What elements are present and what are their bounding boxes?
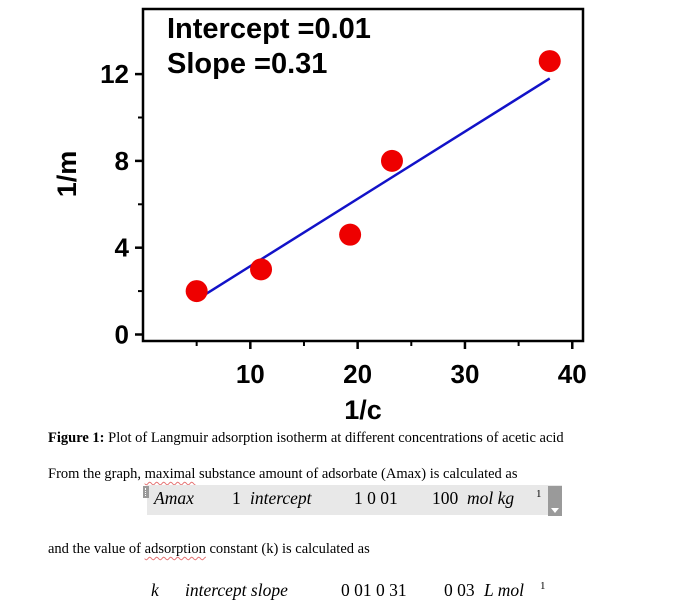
data-point xyxy=(538,50,561,73)
y-tick-label: 8 xyxy=(115,146,129,176)
data-point xyxy=(339,223,362,246)
equation-box[interactable] xyxy=(147,485,562,515)
data-point xyxy=(250,258,273,281)
eq1-one: 1 xyxy=(232,488,241,508)
eq2-lhs: k xyxy=(151,580,159,600)
eq2-term: intercept slope xyxy=(185,580,288,600)
para1-underlined: maximal xyxy=(144,466,196,482)
x-tick-label: 40 xyxy=(558,359,587,389)
y-tick-label: 0 xyxy=(115,319,129,349)
eq1-num: 1 0 01 xyxy=(354,488,398,508)
para1-before: From the graph, xyxy=(48,466,145,482)
eq2-num: 0 01 0 31 xyxy=(341,580,407,600)
data-points xyxy=(185,50,561,303)
y-tick-label: 4 xyxy=(115,233,130,263)
caption-text: Plot of Langmuir adsorption isotherm at … xyxy=(104,430,564,446)
langmuir-plot: 0 4 8 12 10 20 30 40 Intercept =0.01 Slope =0.… xyxy=(52,7,587,425)
y-axis-title: 1/m xyxy=(52,151,82,198)
x-tick-label: 10 xyxy=(236,359,265,389)
eq2-result: 0 03 xyxy=(444,580,475,600)
plot-frame xyxy=(141,7,585,343)
chevron-down-icon xyxy=(551,508,559,513)
eq2-sup: 1 xyxy=(540,580,546,592)
eq1-term: intercept xyxy=(250,488,312,508)
caption-label: Figure 1: xyxy=(48,430,105,446)
para2-after: constant (k) is calculated as xyxy=(205,541,370,557)
equation-handle[interactable] xyxy=(143,486,149,498)
figure-caption: Figure 1: Plot of Langmuir adsorption is… xyxy=(48,430,564,447)
x-tick-label: 30 xyxy=(450,359,479,389)
data-point xyxy=(380,149,403,172)
para1-after: substance amount of adsorbate (Amax) is … xyxy=(195,466,518,482)
eq1-sup: 1 xyxy=(536,488,542,500)
eq2-unit: L mol xyxy=(484,580,525,600)
y-axis-ticks: 0 4 8 12 xyxy=(100,59,143,349)
eq1-lhs: Amax xyxy=(154,488,194,508)
x-axis-ticks: 10 20 30 40 xyxy=(195,341,587,389)
eq1-unit: mol kg xyxy=(467,488,515,508)
x-tick-label: 20 xyxy=(343,359,372,389)
slope-annotation: Slope =0.31 xyxy=(167,48,327,80)
y-tick-label: 12 xyxy=(100,59,129,89)
data-point xyxy=(185,280,208,303)
para2-underlined: adsorption xyxy=(144,541,206,557)
intercept-annotation: Intercept =0.01 xyxy=(167,13,371,45)
fit-line xyxy=(195,77,551,301)
paragraph-k: and the value of adsorption constant (k)… xyxy=(48,541,370,558)
eq1-result: 100 xyxy=(432,488,459,508)
equation-options-button[interactable] xyxy=(548,486,562,516)
x-axis-title: 1/c xyxy=(344,395,382,425)
para2-before: and the value of xyxy=(48,541,145,557)
paragraph-amax: From the graph, maximal substance amount… xyxy=(48,466,518,483)
